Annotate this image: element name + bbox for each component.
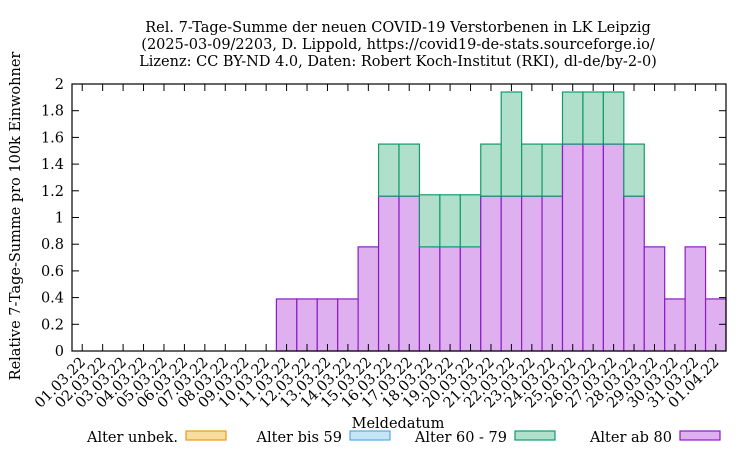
- legend: Alter unbek. Alter bis 59 Alter 60 - 79 Alt…: [86, 430, 721, 446]
- legend-label: Alter ab 80: [589, 430, 672, 446]
- legend-swatch: [349, 430, 391, 441]
- y-tick-label: 0.8: [41, 237, 64, 253]
- title-line-3: Lizenz: CC BY-ND 4.0, Daten: Robert Koch…: [139, 54, 657, 70]
- legend-swatch: [514, 430, 556, 441]
- bar-alter-ab-80-14.03.22: [337, 298, 359, 352]
- bar-alter-60-79-19.03.22: [439, 194, 461, 248]
- bar-alter-ab-80-21.03.22: [480, 195, 502, 352]
- bar-alter-ab-80-30.03.22: [664, 298, 686, 352]
- bar-alter-ab-80-01.04.22: [704, 298, 727, 352]
- bar-alter-60-79-18.03.22: [418, 194, 441, 248]
- bar-alter-ab-80-29.03.22: [643, 246, 666, 352]
- y-tick-label: 0.6: [41, 264, 64, 280]
- y-tick-label: 0.4: [41, 291, 64, 307]
- bar-alter-ab-80-27.03.22: [602, 143, 625, 352]
- x-axis-label: Meldedatum: [352, 416, 445, 432]
- y-tick-label: 2: [55, 77, 64, 93]
- bar-alter-ab-80-20.03.22: [459, 246, 482, 352]
- bar-alter-60-79-26.03.22: [582, 91, 604, 145]
- bar-alter-60-79-28.03.22: [623, 143, 645, 197]
- legend-label: Alter unbek.: [86, 430, 178, 446]
- bar-alter-ab-80-26.03.22: [582, 143, 604, 352]
- chart-title: Rel. 7-Tage-Summe der neuen COVID-19 Ver…: [139, 20, 657, 70]
- bar-alter-ab-80-12.03.22: [296, 298, 318, 352]
- bar-alter-ab-80-31.03.22: [684, 246, 707, 352]
- legend-swatch: [185, 430, 227, 441]
- title-line-2: (2025-03-09/2203, D. Lippold, https://co…: [141, 37, 655, 53]
- bars-layer: [275, 91, 727, 352]
- bar-alter-ab-80-28.03.22: [623, 195, 645, 352]
- title-line-1: Rel. 7-Tage-Summe der neuen COVID-19 Ver…: [145, 20, 651, 36]
- bar-alter-ab-80-23.03.22: [521, 195, 543, 352]
- bar-alter-60-79-16.03.22: [377, 143, 400, 197]
- y-tick-label: 1.8: [41, 104, 64, 120]
- bar-alter-ab-80-13.03.22: [316, 298, 339, 352]
- bar-alter-ab-80-18.03.22: [418, 246, 441, 352]
- legend-label: Alter 60 - 79: [414, 430, 507, 446]
- y-axis-label: Relative 7-Tage-Summe pro 100k Einwohner: [8, 52, 24, 381]
- bar-alter-60-79-25.03.22: [561, 91, 584, 145]
- bar-alter-60-79-23.03.22: [521, 143, 543, 197]
- bar-alter-ab-80-19.03.22: [439, 246, 461, 352]
- bar-alter-ab-80-22.03.22: [500, 195, 523, 352]
- bar-alter-ab-80-16.03.22: [377, 195, 400, 352]
- y-tick-label: 1.2: [41, 184, 64, 200]
- y-tick-label: 0.2: [41, 317, 64, 333]
- y-tick-label: 1: [55, 211, 64, 227]
- bar-alter-ab-80-25.03.22: [561, 143, 584, 352]
- bar-alter-ab-80-15.03.22: [357, 246, 380, 352]
- y-tick-label: 1.6: [41, 130, 64, 146]
- bar-alter-60-79-27.03.22: [602, 91, 625, 145]
- y-tick-label: 0: [55, 344, 64, 360]
- legend-label: Alter bis 59: [256, 430, 342, 446]
- bar-alter-60-79-20.03.22: [459, 194, 482, 248]
- bar-alter-ab-80-11.03.22: [275, 298, 298, 352]
- y-tick-label: 1.4: [41, 157, 64, 173]
- bar-alter-60-79-21.03.22: [480, 143, 502, 197]
- bar-alter-60-79-24.03.22: [541, 143, 564, 197]
- legend-swatch: [679, 430, 721, 441]
- bar-alter-60-79-22.03.22: [500, 91, 523, 197]
- bar-alter-60-79-17.03.22: [398, 143, 421, 197]
- bar-alter-ab-80-24.03.22: [541, 195, 564, 352]
- bar-alter-ab-80-17.03.22: [398, 195, 421, 352]
